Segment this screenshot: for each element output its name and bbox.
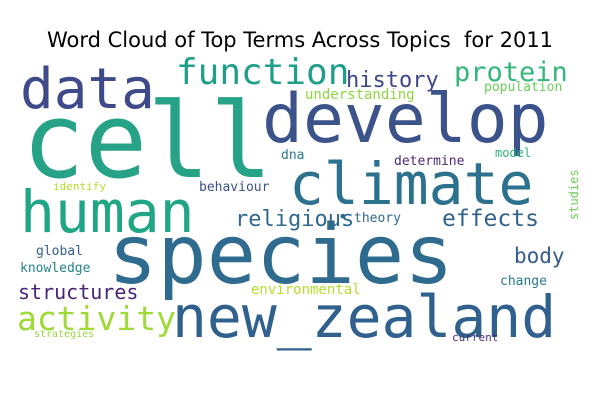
word-understanding: understanding — [305, 87, 415, 103]
word-climate: climate — [289, 150, 533, 218]
word-determine: determine — [394, 154, 465, 169]
word-strategies: strategies — [34, 329, 94, 340]
word-religious: religious — [235, 207, 354, 232]
word-develop: develop — [262, 80, 549, 159]
word-dna: dna — [281, 148, 304, 163]
word-behaviour: behaviour — [199, 180, 270, 195]
word-activity: activity — [17, 299, 176, 338]
word-current: current — [452, 331, 498, 344]
word-data: data — [20, 57, 155, 122]
word-dot: • — [338, 207, 348, 226]
figure-title: Word Cloud of Top Terms Across Topics fo… — [46, 28, 554, 52]
word-effects: effects — [442, 206, 539, 232]
word-protein: protein — [454, 57, 568, 88]
word-structures: structures — [18, 280, 138, 304]
word-model: model — [495, 146, 531, 160]
word-history: history — [346, 68, 439, 93]
word-function: function — [176, 52, 349, 93]
word-body: body — [514, 244, 565, 268]
word-human: human — [20, 178, 195, 246]
word-species: species — [108, 208, 454, 303]
word-change: change — [500, 274, 547, 289]
word-global: global — [36, 244, 83, 259]
word-new-zealand: new_zealand — [172, 283, 556, 351]
word-knowledge: knowledge — [20, 261, 91, 276]
word-studies: studies — [567, 169, 581, 220]
word-identify: identify — [53, 180, 106, 193]
word-theory: theory — [354, 211, 401, 226]
word-population: population — [484, 80, 562, 95]
word-cell: cell — [22, 80, 272, 202]
word-environmental: environmental — [251, 282, 361, 298]
